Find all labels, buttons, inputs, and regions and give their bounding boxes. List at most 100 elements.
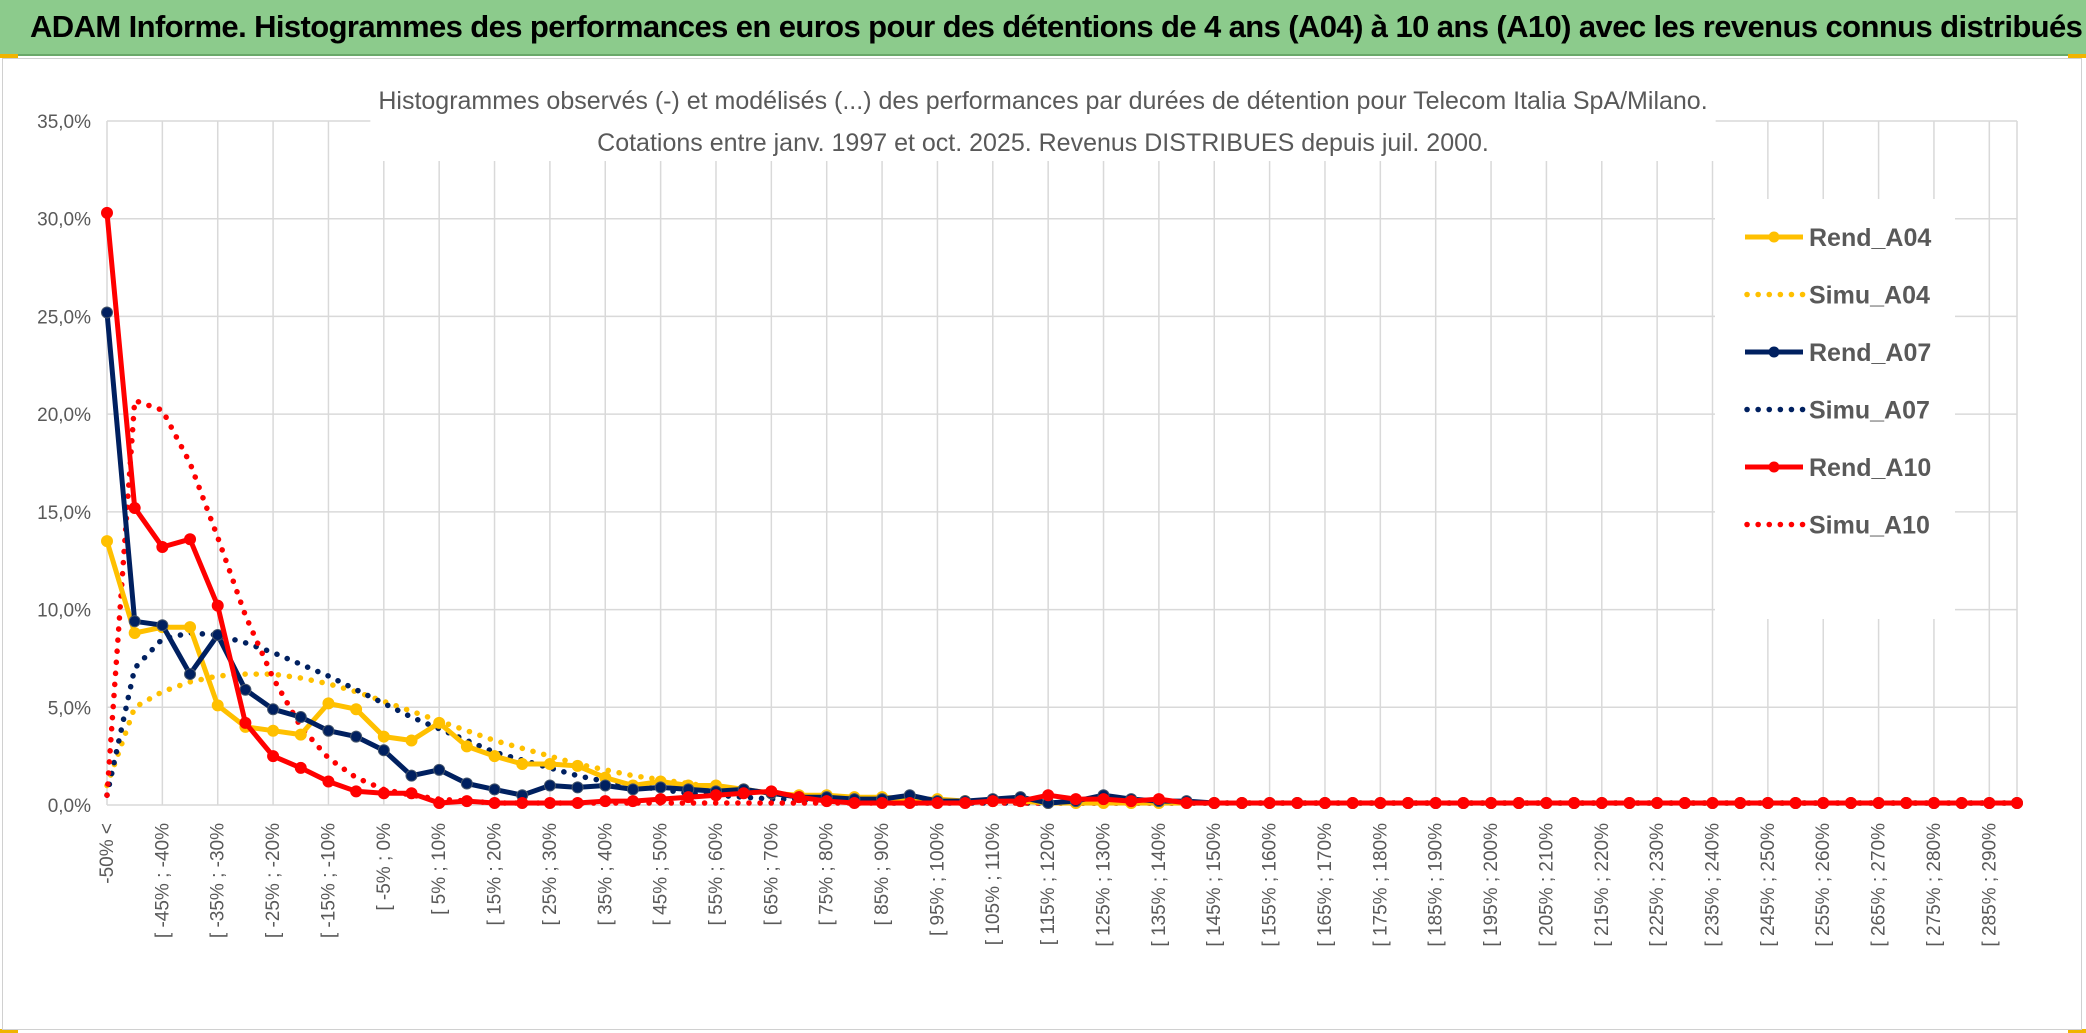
data-point [101, 535, 113, 548]
data-point [571, 797, 584, 810]
legend-item-rend-a07: Rend_A07 [1745, 339, 1931, 367]
data-point [571, 759, 584, 772]
data-point [1402, 797, 1415, 810]
data-point [1042, 789, 1055, 802]
data-point [1180, 797, 1193, 810]
corner-mark-left [0, 54, 18, 58]
data-point [654, 781, 667, 794]
data-point [267, 703, 280, 716]
data-point [377, 730, 390, 743]
data-point [2011, 797, 2023, 810]
data-point [1955, 797, 1968, 810]
report-title: ADAM Informe. Histogrammes des performan… [30, 9, 2083, 44]
legend-marker [1768, 461, 1780, 473]
data-point [1374, 797, 1387, 810]
data-point [488, 750, 501, 763]
data-point [571, 781, 584, 794]
data-point [156, 541, 169, 554]
corner-mark-right [2068, 54, 2086, 58]
data-point [488, 783, 501, 796]
data-point [377, 787, 390, 800]
data-point [1844, 797, 1857, 810]
legend-label: Rend_A07 [1809, 339, 1931, 367]
data-point [239, 716, 252, 729]
y-axis-ticks: 0,0% 5,0% 10,0% 15,0% 20,0% 25,0% 30,0% 35,0% [37, 112, 91, 817]
data-point [765, 785, 778, 798]
data-point [1706, 797, 1719, 810]
x-tick-label: [ -25% ; -20% [263, 823, 284, 938]
data-point [1761, 797, 1774, 810]
x-tick-label: [ -5% ; 0% [374, 823, 395, 911]
series-layer [101, 206, 2023, 810]
data-point [543, 757, 556, 770]
data-point [460, 795, 473, 808]
data-point [1927, 797, 1940, 810]
data-point [1429, 797, 1442, 810]
data-point [626, 795, 639, 808]
data-point [1125, 795, 1138, 808]
x-tick-label: [ 15% ; 20% [485, 823, 506, 926]
data-point [1872, 797, 1885, 810]
data-point [1595, 797, 1608, 810]
chart-subtitle: Cotations entre janv. 1997 et oct. 2025.… [597, 129, 1489, 157]
data-point [101, 306, 113, 319]
x-tick-label: [ 105% ; 110% [983, 823, 1004, 945]
data-point [184, 621, 197, 634]
data-point [599, 795, 612, 808]
data-point [128, 627, 141, 640]
data-point [931, 797, 944, 810]
data-point [350, 730, 363, 743]
data-point [986, 795, 999, 808]
data-point [626, 783, 639, 796]
legend-item-rend-a10: Rend_A10 [1745, 454, 1931, 482]
legend: Rend_A04 Simu_A04 Rend_A07 Simu_A07 Rend_A10… [1715, 199, 1955, 619]
corner-mark-bottom-right [2068, 1029, 2086, 1033]
y-tick-label: 35,0% [37, 112, 91, 133]
report-banner: ADAM Informe. Histogrammes des performan… [0, 0, 2086, 56]
data-point [1346, 797, 1359, 810]
legend-item-rend-a04: Rend_A04 [1745, 224, 1931, 252]
x-tick-label: [ 165% ; 170% [1315, 823, 1336, 947]
data-point [1983, 797, 1996, 810]
data-point [1623, 797, 1636, 810]
x-tick-label: [ 125% ; 130% [1094, 823, 1115, 947]
x-tick-label: [ 135% ; 140% [1149, 823, 1170, 947]
chart-title: Histogrammes observés (-) et modélisés (… [378, 87, 1707, 115]
data-point [1152, 793, 1165, 806]
y-tick-label: 25,0% [37, 307, 91, 328]
data-point [267, 724, 280, 737]
x-tick-label: [ 65% ; 70% [761, 823, 782, 926]
series-rend-a10 [101, 206, 2023, 810]
series-line [104, 212, 2017, 806]
data-point [322, 775, 335, 788]
data-point [599, 779, 612, 792]
legend-marker [1768, 231, 1780, 243]
x-tick-label: [ 195% ; 200% [1481, 823, 1502, 947]
data-point [682, 791, 695, 804]
data-point [405, 734, 418, 747]
data-point [460, 777, 473, 790]
x-tick-label: [ 275% ; 280% [1924, 823, 1945, 947]
x-axis-ticks: -50% < [ -45% ; -40% [ -35% ; -30% [ -25% ;… [97, 823, 2000, 947]
x-tick-label: [ 205% ; 210% [1536, 823, 1557, 947]
chart-frame: Histogrammes observés (-) et modélisés (… [2, 58, 2082, 1030]
x-tick-label: [ 185% ; 190% [1426, 823, 1447, 947]
legend-label: Rend_A04 [1809, 224, 1931, 252]
data-point [820, 795, 833, 808]
data-point [322, 697, 335, 710]
data-point [903, 797, 916, 810]
data-point [350, 785, 363, 798]
chart-title-background [370, 83, 1716, 161]
legend-item-simu-a04: Simu_A04 [1744, 282, 1930, 310]
data-point [1069, 793, 1082, 806]
data-point [294, 761, 307, 774]
data-point [211, 599, 224, 612]
x-tick-label: [ 235% ; 240% [1703, 823, 1724, 947]
corner-mark-bottom-left [0, 1029, 18, 1033]
data-point [239, 683, 252, 696]
data-point [516, 757, 529, 770]
x-tick-label: [ 265% ; 270% [1869, 823, 1890, 947]
legend-label: Simu_A10 [1809, 512, 1930, 540]
data-point [543, 797, 556, 810]
data-point [184, 668, 197, 681]
